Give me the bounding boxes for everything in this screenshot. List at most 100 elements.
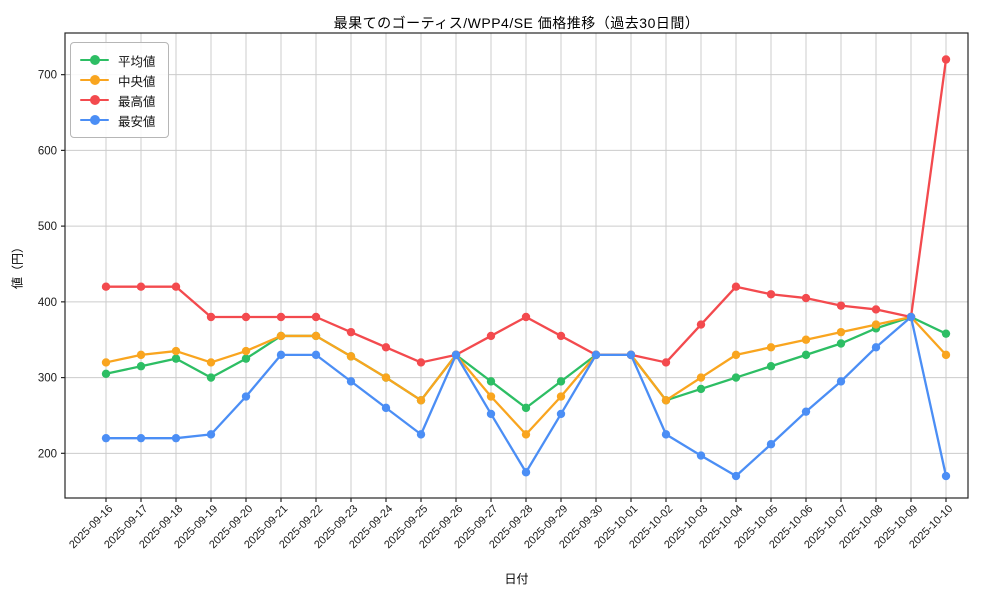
- dot-max: [311, 312, 321, 322]
- dot-min: [626, 350, 636, 360]
- dot-median: [346, 352, 356, 361]
- dot-min: [416, 430, 426, 439]
- dot-median: [871, 320, 881, 329]
- dot-max: [836, 301, 846, 310]
- dot-average: [136, 362, 146, 371]
- legend-item-min: 最安値: [80, 110, 156, 130]
- dot-min: [906, 312, 916, 322]
- dot-average: [801, 350, 811, 360]
- legend-marker-dot: [90, 115, 100, 125]
- dot-average: [521, 403, 531, 413]
- y-tick-label: 400: [38, 297, 57, 309]
- legend-label: 最安値: [118, 114, 156, 129]
- dot-average: [556, 377, 566, 386]
- legend-label: 中央値: [118, 74, 156, 89]
- dot-max: [381, 343, 391, 352]
- y-tick-label: 200: [38, 448, 57, 460]
- legend-item-max: 最高値: [80, 90, 156, 110]
- dot-median: [276, 331, 286, 341]
- dot-min: [101, 433, 111, 443]
- legend-label: 平均値: [118, 54, 156, 69]
- dot-median: [766, 343, 776, 352]
- legend-marker-dot: [90, 55, 100, 65]
- dot-average: [766, 362, 776, 371]
- dot-min: [661, 430, 671, 439]
- legend-marker-median-icon: [80, 75, 109, 85]
- dot-median: [311, 331, 321, 341]
- dot-min: [276, 350, 286, 360]
- x-axis-label: 日付: [504, 572, 529, 586]
- dot-max: [801, 293, 811, 303]
- dot-min: [696, 451, 706, 460]
- dot-max: [241, 312, 251, 322]
- dot-average: [486, 377, 496, 386]
- dot-min: [171, 433, 181, 443]
- plot-border: [64, 32, 969, 499]
- dot-min: [766, 440, 776, 449]
- legend-item-average: 平均値: [80, 50, 156, 70]
- chart-title: 最果てのゴーティス/WPP4/SE 価格推移（過去30日間）: [333, 15, 700, 31]
- dot-min: [941, 471, 951, 481]
- dot-max: [171, 282, 181, 291]
- dot-median: [556, 392, 566, 401]
- dot-max: [101, 282, 111, 291]
- dot-min: [801, 407, 811, 416]
- dot-max: [521, 312, 531, 322]
- dot-median: [836, 327, 846, 337]
- dot-average: [941, 329, 951, 338]
- dot-max: [731, 282, 741, 291]
- dot-min: [346, 377, 356, 386]
- dot-max: [206, 312, 216, 322]
- legend-marker-dot: [90, 75, 100, 85]
- y-tick-label: 600: [38, 145, 57, 157]
- y-tick-label: 300: [38, 373, 57, 385]
- dot-median: [941, 350, 951, 360]
- dot-median: [416, 396, 426, 405]
- legend-item-median: 中央値: [80, 70, 156, 90]
- y-tick-label: 500: [38, 221, 57, 233]
- dot-max: [871, 305, 881, 314]
- legend: 平均値中央値最高値最安値: [70, 42, 169, 138]
- y-axis-label: 値（円）: [10, 240, 25, 290]
- legend-marker-max-icon: [80, 95, 109, 105]
- dot-min: [591, 350, 601, 360]
- legend-marker-min-icon: [80, 115, 109, 125]
- dot-average: [731, 373, 741, 382]
- dot-min: [486, 409, 496, 419]
- dot-min: [521, 468, 531, 477]
- y-tick-label: 700: [38, 70, 57, 82]
- dot-min: [206, 430, 216, 439]
- dot-max: [416, 358, 426, 367]
- dot-median: [801, 335, 811, 344]
- dot-min: [871, 343, 881, 352]
- legend-marker-dot: [90, 95, 100, 105]
- dot-max: [941, 55, 951, 64]
- dot-max: [486, 331, 496, 341]
- dot-min: [241, 392, 251, 401]
- dot-min: [381, 403, 391, 413]
- dot-average: [171, 354, 181, 363]
- dot-median: [731, 350, 741, 360]
- dot-median: [661, 396, 671, 405]
- dot-min: [311, 350, 321, 360]
- dot-min: [136, 433, 146, 443]
- dot-median: [696, 373, 706, 382]
- dot-median: [136, 350, 146, 360]
- dot-max: [766, 290, 776, 299]
- dot-average: [101, 369, 111, 378]
- dot-max: [276, 312, 286, 322]
- dot-median: [171, 346, 181, 356]
- legend-label: 最高値: [118, 94, 156, 109]
- dot-median: [101, 358, 111, 367]
- dot-average: [836, 339, 846, 348]
- dot-max: [696, 320, 706, 329]
- dot-median: [486, 392, 496, 401]
- dot-median: [521, 430, 531, 439]
- legend-marker-average-icon: [80, 55, 109, 65]
- dot-max: [136, 282, 146, 291]
- dot-median: [206, 358, 216, 367]
- dot-max: [346, 327, 356, 337]
- dot-average: [696, 384, 706, 394]
